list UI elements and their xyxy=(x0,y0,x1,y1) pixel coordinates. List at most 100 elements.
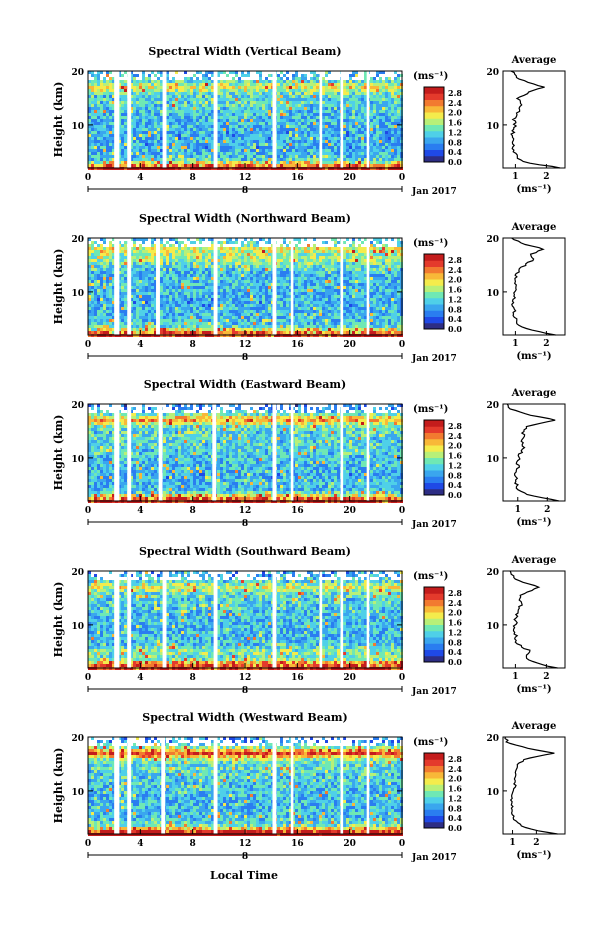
x-tick-label: 0 xyxy=(399,506,405,516)
average-x-tick: 1 xyxy=(512,672,518,682)
colorbar-swatch xyxy=(424,438,444,446)
colorbar-tick: 1.2 xyxy=(448,127,462,137)
data-gap xyxy=(319,571,323,668)
data-gap xyxy=(272,71,277,168)
colorbar-swatch xyxy=(424,451,444,458)
average-title: Average xyxy=(511,721,557,732)
x-tick-label: 20 xyxy=(343,506,356,516)
x-tick-label: 4 xyxy=(137,340,143,350)
colorbar-unit: (ms⁻¹) xyxy=(413,71,448,82)
colorbar-tick: 2.8 xyxy=(448,88,462,98)
colorbar-tick: 0.4 xyxy=(448,314,462,324)
colorbar-swatch xyxy=(424,432,444,440)
x-tick-label: 12 xyxy=(239,340,252,350)
colorbar-tick: 2.0 xyxy=(448,608,462,618)
data-gap xyxy=(366,571,370,668)
data-gap xyxy=(340,571,344,668)
colorbar-swatch xyxy=(424,470,444,477)
x-tick-label: 4 xyxy=(137,173,143,183)
x-tick-label: 0 xyxy=(85,673,91,683)
chart-title: Spectral Width (Northward Beam) xyxy=(139,212,351,225)
colorbar-swatch xyxy=(424,821,444,829)
average-x-tick: 2 xyxy=(543,672,549,682)
x-tick-label: 0 xyxy=(399,340,405,350)
colorbar-tick: 0.8 xyxy=(448,637,462,647)
colorbar-tick: 1.6 xyxy=(448,618,462,628)
colorbar-swatch xyxy=(424,426,444,433)
colorbar-swatch xyxy=(424,291,444,299)
average-y-tick: 20 xyxy=(486,568,499,578)
heatmap xyxy=(88,238,403,337)
colorbar-swatch xyxy=(424,87,444,94)
data-gap xyxy=(290,737,294,834)
chart-panel-2: Spectral Width (Northward Beam)1020Heigh… xyxy=(52,212,566,364)
colorbar-tick: 0.4 xyxy=(448,147,462,157)
colorbar-swatch xyxy=(424,765,444,773)
colorbar-tick: 2.8 xyxy=(448,588,462,598)
average-profile-line xyxy=(506,403,560,502)
x-tick-label: 0 xyxy=(85,173,91,183)
data-gap xyxy=(127,71,132,168)
chart-title: Spectral Width (Westward Beam) xyxy=(142,711,347,724)
colorbar-tick: 2.0 xyxy=(448,275,462,285)
colorbar-tick: 2.4 xyxy=(448,265,462,275)
colorbar-tick: 2.4 xyxy=(448,598,462,608)
y-axis-label: Height (km) xyxy=(52,582,65,658)
colorbar-tick: 0.0 xyxy=(448,490,462,500)
colorbar-swatch xyxy=(424,790,444,798)
x-tick-label: 16 xyxy=(291,506,304,516)
colorbar-swatch xyxy=(424,285,444,292)
x-tick-label: 8 xyxy=(190,673,196,683)
colorbar-tick: 0.8 xyxy=(448,304,462,314)
data-gap xyxy=(272,737,277,834)
colorbar-tick: 2.0 xyxy=(448,108,462,118)
chart-title: Spectral Width (Southward Beam) xyxy=(139,545,351,558)
colorbar-frame xyxy=(423,86,445,163)
data-gap xyxy=(272,238,277,335)
average-title: Average xyxy=(511,55,557,66)
colorbar-swatch xyxy=(424,124,444,132)
date-label: Jan 2017 xyxy=(411,187,457,197)
colorbar-swatch xyxy=(424,655,444,663)
average-title: Average xyxy=(511,222,557,233)
colorbar-swatch xyxy=(424,593,444,600)
average-y-tick: 20 xyxy=(486,401,499,411)
data-gap xyxy=(127,238,132,335)
colorbar-swatch xyxy=(424,605,444,613)
data-gap xyxy=(127,404,132,501)
colorbar-swatch xyxy=(424,99,444,107)
chart-panel-4: Spectral Width (Southward Beam) 1 0 20 Heigh… xyxy=(52,545,566,697)
data-gap xyxy=(114,737,120,834)
x-tick-label: 8 xyxy=(190,839,196,849)
y-tick-label: 10 xyxy=(71,788,84,798)
colorbar-tick: 2.4 xyxy=(448,98,462,108)
colorbar-tick: 2.4 xyxy=(448,431,462,441)
x-tick-label: 8 xyxy=(190,173,196,183)
data-gap xyxy=(213,571,218,668)
x-tick-label: 12 xyxy=(239,839,252,849)
colorbar-swatch xyxy=(424,272,444,280)
x-tick-label: 0 xyxy=(85,506,91,516)
x-tick-label: 4 xyxy=(137,839,143,849)
x-tick-label: 12 xyxy=(239,173,252,183)
x-tick-label: 12 xyxy=(239,673,252,683)
average-y-tick: 20 xyxy=(486,734,499,744)
date-label: Jan 2017 xyxy=(411,354,457,364)
x-tick-label: 0 xyxy=(85,839,91,849)
colorbar-swatch xyxy=(424,482,444,490)
y-tick-label: 20 xyxy=(71,401,84,411)
date-label: Jan 2017 xyxy=(411,687,457,697)
data-gap xyxy=(127,571,132,668)
x-tick-label: 0 xyxy=(85,340,91,350)
data-gap xyxy=(366,238,370,335)
colorbar-tick: 1.2 xyxy=(448,793,462,803)
colorbar-tick: 1.6 xyxy=(448,784,462,794)
data-gap xyxy=(340,404,344,501)
data-gap xyxy=(114,404,120,501)
x-tick-label: 12 xyxy=(239,506,252,516)
colorbar-tick: 2.4 xyxy=(448,764,462,774)
y-axis-label: Height (km) xyxy=(52,82,65,158)
average-title: Average xyxy=(511,555,557,566)
average-x-tick: 1 xyxy=(512,172,518,182)
data-gap xyxy=(319,71,323,168)
